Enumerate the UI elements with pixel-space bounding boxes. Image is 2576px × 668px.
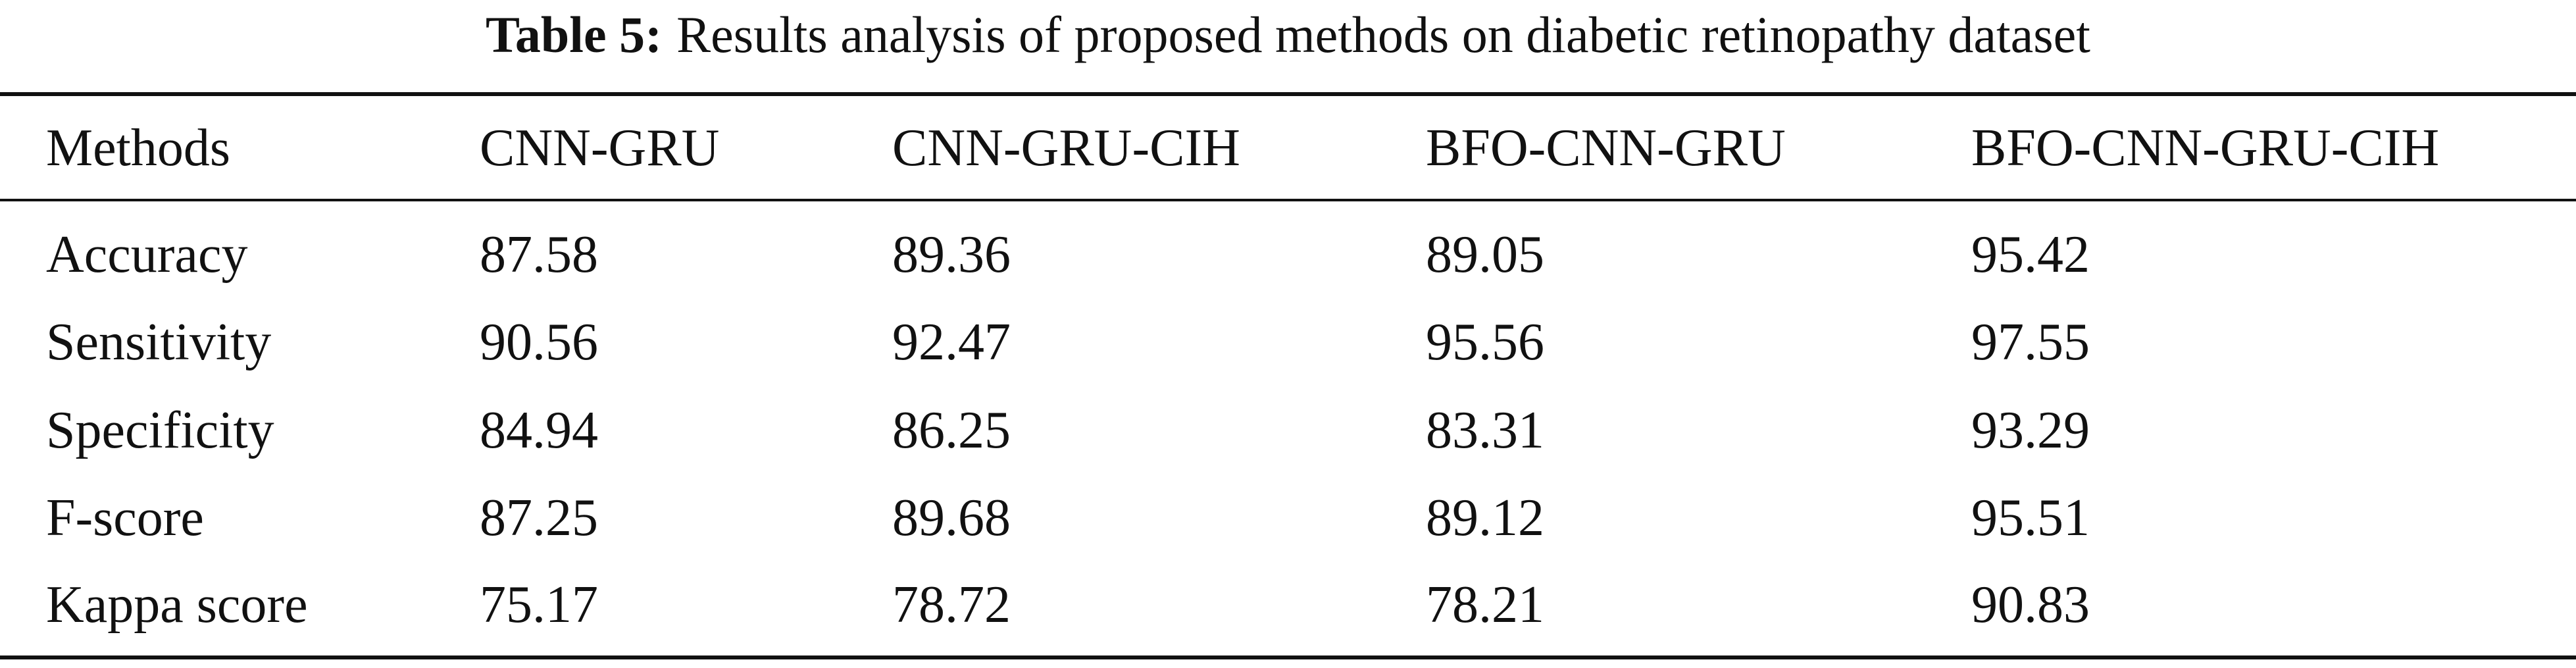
row-label: Specificity: [46, 401, 274, 459]
value-cell: 92.47: [892, 313, 1011, 371]
value-cell: 87.58: [480, 226, 598, 284]
header-cell: BFO-CNN-GRU-CIH: [1971, 119, 2440, 177]
row-label: F-score: [46, 489, 204, 547]
value-cell: 95.56: [1426, 313, 1544, 371]
header-cell: CNN-GRU-CIH: [892, 119, 1240, 177]
value-cell: 90.83: [1971, 576, 2090, 634]
header-rule: [0, 199, 2576, 201]
value-cell: 89.36: [892, 226, 1011, 284]
value-cell: 87.25: [480, 489, 598, 547]
value-cell: 93.29: [1971, 401, 2090, 459]
value-cell: 86.25: [892, 401, 1011, 459]
caption: Table 5: Results analysis of proposed met…: [0, 5, 2576, 64]
row-label: Sensitivity: [46, 313, 272, 371]
value-cell: 89.12: [1426, 489, 1544, 547]
row-label: Accuracy: [46, 226, 248, 284]
header-cell: CNN-GRU: [480, 119, 720, 177]
header-cell: BFO-CNN-GRU: [1426, 119, 1786, 177]
value-cell: 84.94: [480, 401, 598, 459]
bottom-rule: [0, 655, 2576, 659]
value-cell: 78.21: [1426, 576, 1544, 634]
caption-text: Results analysis of proposed methods on …: [676, 6, 2090, 63]
caption-label: Table 5:: [486, 6, 663, 63]
value-cell: 83.31: [1426, 401, 1544, 459]
value-cell: 89.68: [892, 489, 1011, 547]
value-cell: 90.56: [480, 313, 598, 371]
value-cell: 97.55: [1971, 313, 2090, 371]
value-cell: 78.72: [892, 576, 1011, 634]
row-label: Kappa score: [46, 576, 308, 634]
value-cell: 95.51: [1971, 489, 2090, 547]
value-cell: 95.42: [1971, 226, 2090, 284]
header-cell: Methods: [46, 119, 230, 177]
value-cell: 89.05: [1426, 226, 1544, 284]
top-rule: [0, 92, 2576, 96]
value-cell: 75.17: [480, 576, 598, 634]
